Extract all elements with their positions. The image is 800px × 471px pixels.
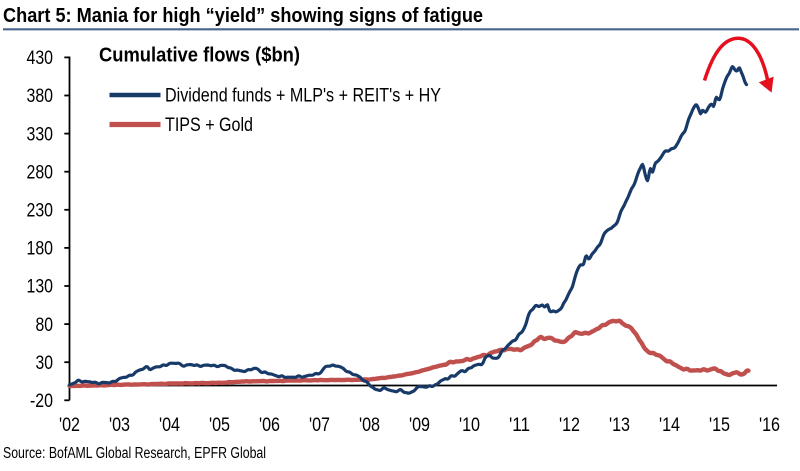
svg-text:130: 130: [27, 277, 54, 298]
svg-text:Dividend funds + MLP's + REIT': Dividend funds + MLP's + REIT's + HY: [165, 86, 441, 107]
svg-text:'09: '09: [409, 415, 430, 436]
svg-text:'07: '07: [309, 415, 330, 436]
svg-text:30: 30: [36, 353, 54, 374]
svg-text:280: 280: [27, 162, 54, 183]
svg-text:'13: '13: [609, 415, 630, 436]
svg-text:'12: '12: [559, 415, 580, 436]
svg-text:80: 80: [36, 315, 54, 336]
svg-text:'08: '08: [359, 415, 380, 436]
svg-text:430: 430: [27, 48, 54, 69]
svg-text:'05: '05: [209, 415, 230, 436]
svg-text:230: 230: [27, 201, 54, 222]
svg-text:'06: '06: [259, 415, 280, 436]
svg-text:'14: '14: [659, 415, 680, 436]
svg-text:TIPS + Gold: TIPS + Gold: [165, 115, 253, 136]
svg-text:'16: '16: [759, 415, 780, 436]
svg-text:'15: '15: [709, 415, 730, 436]
svg-text:'03: '03: [109, 415, 130, 436]
svg-text:180: 180: [27, 239, 54, 260]
svg-text:'11: '11: [509, 415, 530, 436]
svg-text:Cumulative flows ($bn): Cumulative flows ($bn): [99, 44, 300, 67]
svg-text:380: 380: [27, 86, 54, 107]
svg-text:'02: '02: [59, 415, 80, 436]
svg-text:Source: BofAML Global Research: Source: BofAML Global Research, EPFR Glo…: [3, 445, 266, 462]
svg-text:'10: '10: [459, 415, 480, 436]
svg-text:330: 330: [27, 124, 54, 145]
svg-text:'04: '04: [159, 415, 180, 436]
svg-text:Chart 5: Mania for high “yield: Chart 5: Mania for high “yield” showing …: [3, 4, 483, 27]
svg-text:-20: -20: [30, 391, 53, 412]
